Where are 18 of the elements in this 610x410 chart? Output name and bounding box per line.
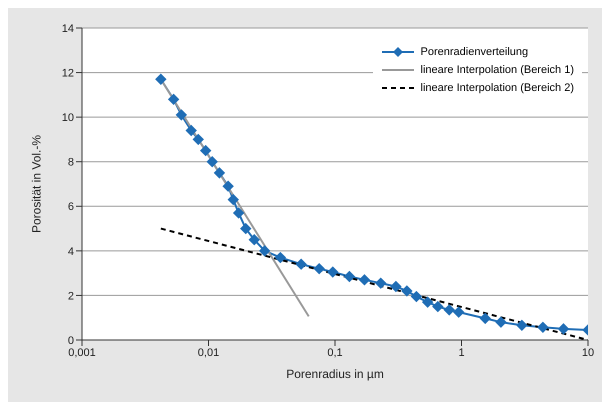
x-tick-label: 0,1 — [327, 346, 343, 359]
y-tick-label: 0 — [68, 334, 74, 347]
legend-label: lineare Interpolation (Bereich 1) — [420, 64, 574, 76]
x-tick-label: 0,001 — [68, 346, 96, 359]
x-tick-label: 10 — [582, 346, 594, 359]
x-tick-label: 0,01 — [198, 346, 220, 359]
y-tick-label: 8 — [68, 156, 74, 169]
y-tick-label: 14 — [62, 22, 74, 35]
y-tick-label: 12 — [62, 67, 74, 80]
y-tick-label: 10 — [62, 112, 74, 124]
x-tick-label: 1 — [458, 346, 465, 359]
y-tick-label: 4 — [68, 246, 74, 258]
x-axis-title: Porenradius in µm — [286, 367, 384, 381]
y-tick-label: 6 — [68, 201, 74, 214]
legend-label: lineare Interpolation (Bereich 2) — [420, 82, 574, 94]
legend-label: Porenradienverteilung — [420, 46, 528, 58]
y-axis-title: Porosität in Vol.-% — [29, 134, 44, 234]
y-tick-label: 2 — [68, 290, 74, 302]
